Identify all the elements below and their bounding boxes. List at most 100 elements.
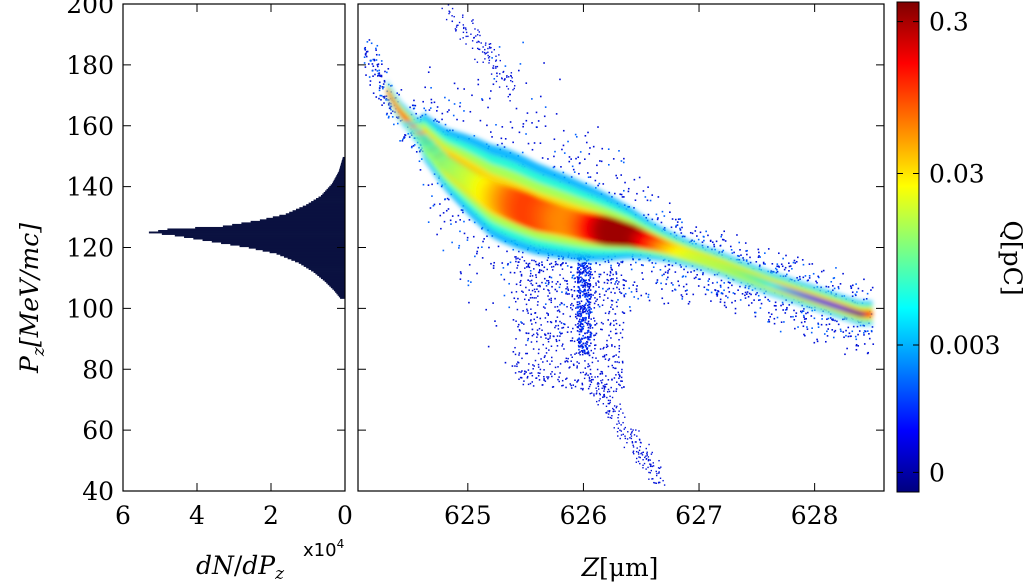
particle (577, 268, 579, 271)
spectrum-bar (283, 255, 345, 258)
particle (659, 477, 662, 479)
particle (587, 338, 589, 341)
particle (484, 48, 486, 51)
particle (689, 231, 692, 234)
particle (458, 21, 461, 24)
particle (503, 146, 506, 148)
particle (788, 304, 791, 306)
particle (677, 280, 679, 283)
particle (810, 331, 813, 334)
particle (519, 329, 521, 332)
particle (588, 317, 590, 319)
particle (565, 386, 567, 389)
particle (658, 472, 660, 474)
particle (624, 426, 627, 429)
particle (486, 124, 488, 127)
particle (602, 355, 604, 358)
particle (733, 251, 735, 254)
particle (465, 31, 468, 34)
particle (390, 112, 392, 115)
particle (607, 365, 610, 368)
particle (380, 60, 383, 62)
particle (628, 287, 631, 290)
particle (444, 123, 447, 126)
particle (576, 330, 579, 332)
particle (583, 317, 586, 319)
particle (858, 330, 861, 332)
particle (517, 325, 519, 328)
particle (525, 119, 528, 122)
particle (580, 320, 582, 323)
particle (826, 318, 828, 321)
particle (363, 47, 366, 50)
particle (729, 245, 732, 248)
particle (593, 393, 595, 395)
particle (866, 352, 869, 355)
particle (554, 373, 556, 375)
particle (363, 56, 366, 59)
particle (738, 241, 741, 244)
particle (522, 41, 524, 44)
particle (618, 338, 620, 341)
particle (446, 197, 449, 200)
particle (643, 462, 646, 465)
particle (463, 232, 466, 235)
spectrum-bar (335, 176, 345, 179)
particle (535, 111, 538, 114)
particle (373, 59, 376, 62)
particle (549, 263, 551, 265)
particle (600, 382, 603, 384)
particle (368, 39, 371, 41)
particle (584, 360, 586, 362)
particle (633, 207, 635, 209)
particle (609, 323, 612, 326)
particle (456, 118, 458, 121)
particle (606, 396, 608, 399)
particle (619, 374, 621, 377)
particle (599, 393, 601, 396)
spectrum-bar (239, 245, 345, 248)
particle (670, 226, 673, 229)
particle (832, 289, 834, 292)
particle (469, 110, 472, 113)
particle (378, 69, 381, 72)
particle (758, 251, 760, 254)
particle (378, 74, 380, 76)
particle (587, 335, 589, 338)
particle (854, 293, 857, 296)
particle (630, 437, 633, 440)
particle (539, 317, 542, 320)
particle (855, 294, 857, 297)
particle (577, 303, 580, 306)
particle (398, 93, 400, 96)
particle (621, 360, 624, 363)
particle (723, 289, 725, 292)
particle (594, 334, 597, 336)
particle (520, 273, 523, 276)
particle (585, 274, 588, 276)
particle (589, 336, 591, 338)
particle (629, 437, 631, 439)
particle (554, 297, 556, 300)
spectrum-bar (311, 269, 345, 272)
particle (614, 367, 617, 370)
particle (538, 327, 541, 330)
particle (776, 268, 778, 271)
particle (534, 359, 537, 362)
particle (555, 320, 557, 322)
particle (589, 338, 591, 341)
particle (597, 385, 600, 388)
particle (599, 398, 601, 400)
particle (615, 332, 618, 335)
particle (572, 168, 575, 171)
particle (581, 326, 584, 328)
particle (587, 331, 590, 333)
particle (832, 277, 835, 280)
particle (472, 19, 474, 21)
particle (515, 107, 518, 110)
particle (541, 261, 543, 263)
particle (602, 396, 604, 398)
particle (585, 292, 588, 295)
particle (744, 291, 747, 294)
particle (558, 380, 560, 383)
